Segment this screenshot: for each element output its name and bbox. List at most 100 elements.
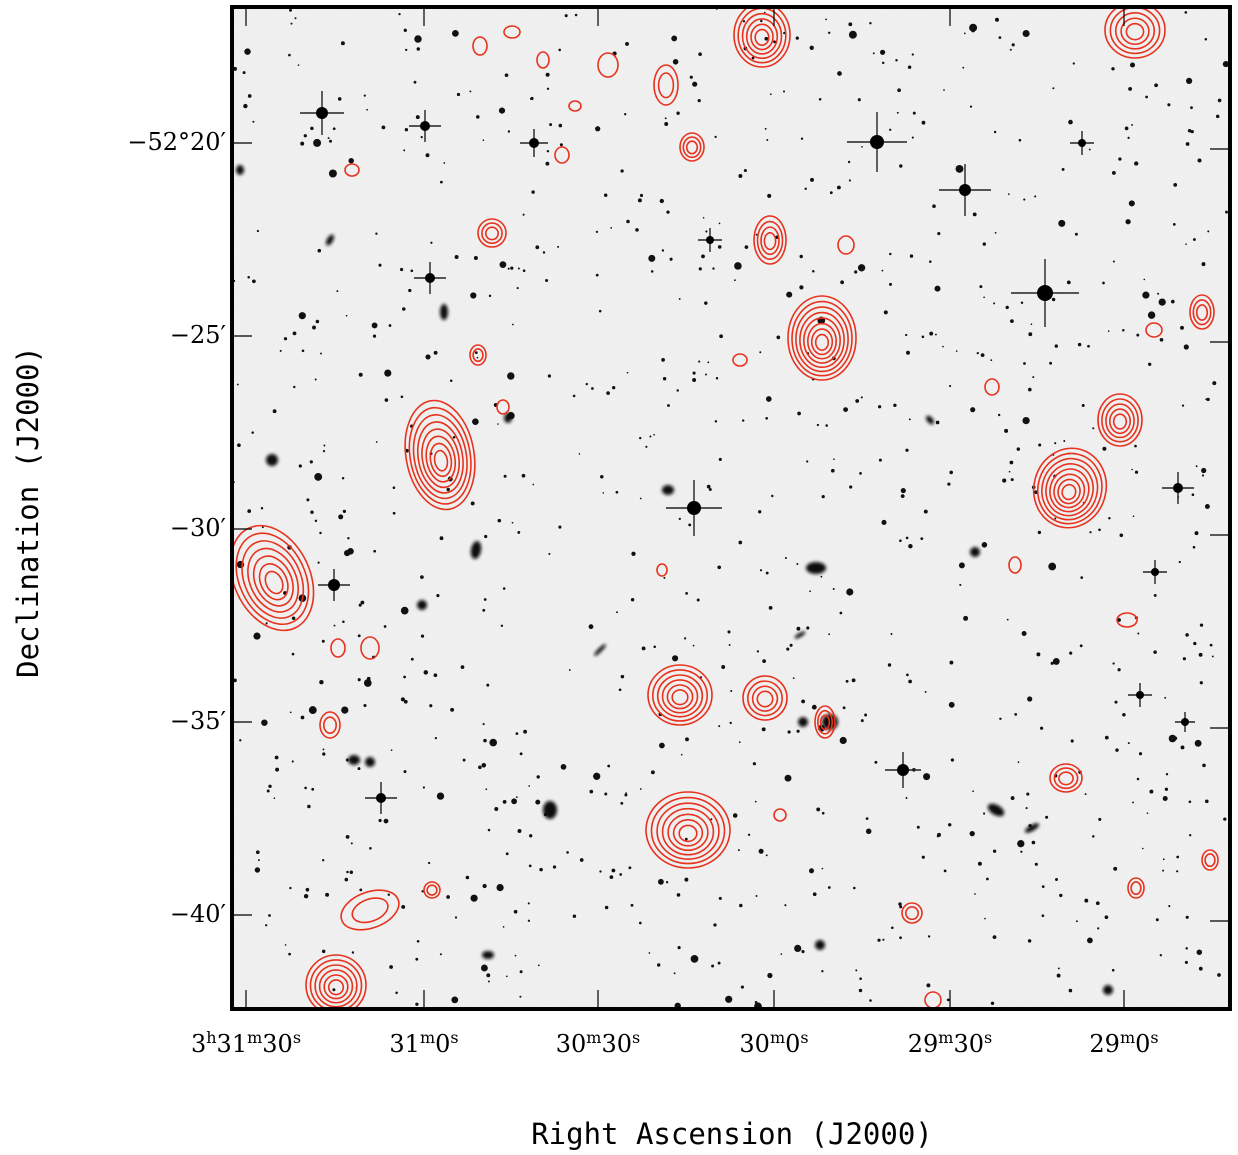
star xyxy=(574,13,578,17)
star xyxy=(1022,29,1030,38)
star xyxy=(1136,777,1140,781)
star xyxy=(549,123,553,127)
star xyxy=(630,903,634,907)
star xyxy=(273,797,276,800)
star xyxy=(676,111,680,115)
star xyxy=(1185,243,1187,245)
star xyxy=(756,650,760,653)
star xyxy=(669,257,673,261)
star xyxy=(927,935,931,938)
star xyxy=(1095,901,1100,906)
star xyxy=(839,611,843,615)
star xyxy=(981,542,988,548)
star xyxy=(1162,869,1165,872)
star xyxy=(516,287,519,290)
star xyxy=(469,90,472,93)
star xyxy=(1020,850,1023,853)
star xyxy=(480,964,488,972)
star xyxy=(1057,967,1060,970)
star xyxy=(344,550,351,557)
star xyxy=(929,331,934,336)
star xyxy=(799,285,804,290)
contour-source xyxy=(733,7,791,68)
bright-star xyxy=(300,91,344,135)
star xyxy=(618,688,622,692)
contour-source xyxy=(653,64,679,106)
star xyxy=(657,963,661,967)
star xyxy=(769,93,772,96)
star xyxy=(764,36,769,41)
star xyxy=(292,331,297,336)
star xyxy=(429,704,433,708)
star xyxy=(995,17,999,22)
star xyxy=(579,858,584,862)
star xyxy=(1168,734,1177,743)
star xyxy=(758,510,762,514)
star xyxy=(830,468,835,473)
star xyxy=(272,409,277,414)
star xyxy=(639,788,642,790)
star xyxy=(572,394,576,398)
star xyxy=(1070,739,1074,743)
star xyxy=(436,594,440,598)
star xyxy=(905,536,909,540)
star xyxy=(261,719,268,726)
star xyxy=(1206,397,1210,402)
star xyxy=(839,736,847,745)
star xyxy=(755,233,758,236)
star xyxy=(265,622,268,625)
star xyxy=(378,263,382,267)
star xyxy=(872,52,875,55)
star xyxy=(545,161,550,166)
star xyxy=(496,884,504,892)
star xyxy=(274,755,279,760)
star xyxy=(947,482,951,486)
contour-source xyxy=(742,675,788,721)
star xyxy=(1149,789,1154,794)
star xyxy=(638,921,642,925)
star xyxy=(505,975,508,978)
contour-source xyxy=(1145,322,1163,338)
star xyxy=(994,232,997,234)
star xyxy=(1010,319,1014,323)
star xyxy=(1201,262,1206,267)
bright-star xyxy=(1070,131,1094,155)
star xyxy=(828,633,831,636)
star xyxy=(752,762,757,766)
star xyxy=(846,588,854,596)
star xyxy=(517,530,521,534)
star xyxy=(527,902,530,905)
star xyxy=(1010,796,1015,801)
star xyxy=(747,833,751,836)
star xyxy=(1125,219,1131,225)
star xyxy=(293,385,296,389)
star xyxy=(1059,893,1063,898)
star-field xyxy=(233,7,1229,1009)
star xyxy=(517,829,522,833)
contour-source xyxy=(901,902,923,924)
contour-source xyxy=(1032,447,1108,529)
star xyxy=(1164,787,1169,791)
star xyxy=(514,954,517,957)
bright-star xyxy=(885,752,921,788)
star xyxy=(714,135,717,139)
star xyxy=(645,445,648,448)
star xyxy=(510,266,514,270)
star xyxy=(288,952,291,956)
contour-source xyxy=(787,295,857,381)
star xyxy=(986,877,989,881)
star xyxy=(515,732,519,735)
star xyxy=(1052,657,1060,665)
star xyxy=(1066,280,1071,285)
star xyxy=(363,94,366,97)
star xyxy=(345,314,348,317)
star xyxy=(706,484,711,489)
star xyxy=(473,256,478,260)
star xyxy=(610,227,613,229)
star xyxy=(1165,773,1169,776)
star xyxy=(1162,795,1168,802)
star xyxy=(737,849,740,852)
star xyxy=(291,616,296,621)
star xyxy=(528,785,531,787)
star xyxy=(403,149,406,152)
